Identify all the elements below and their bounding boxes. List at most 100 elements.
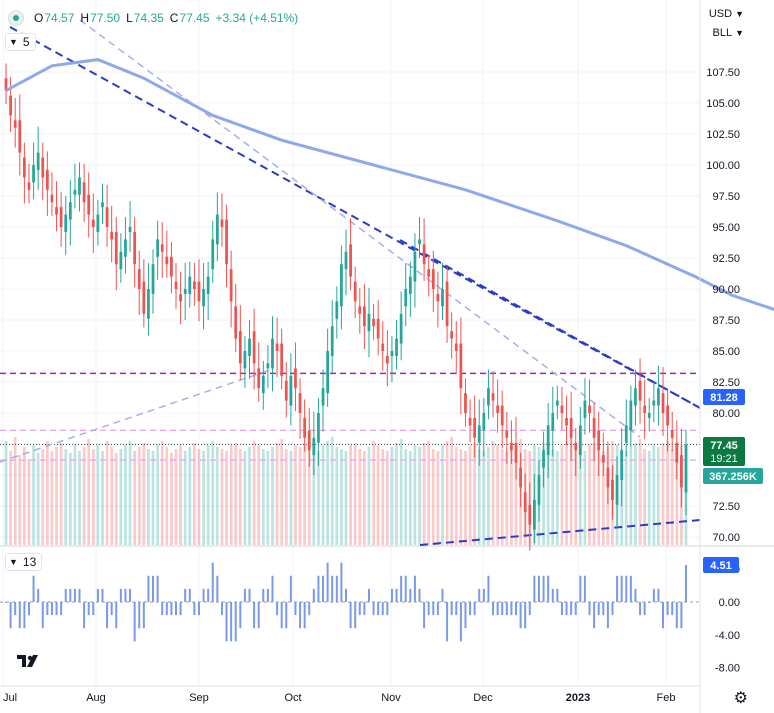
candle-body bbox=[385, 355, 389, 364]
oscillator-bar bbox=[662, 602, 665, 629]
oscillator-bar bbox=[32, 575, 35, 602]
lower-indicator-toggle[interactable]: ▼ 13 bbox=[5, 553, 43, 571]
unit-label: BLL bbox=[712, 27, 733, 39]
volume-bar bbox=[395, 443, 398, 545]
oscillator-bar bbox=[556, 588, 559, 602]
oscillator-bar bbox=[262, 588, 265, 602]
chevron-down-icon: ▼ bbox=[9, 557, 18, 567]
candle-body bbox=[473, 417, 477, 438]
volume-bar bbox=[597, 449, 601, 545]
oscillator-bar bbox=[625, 575, 628, 602]
oscillator-bar bbox=[248, 588, 251, 602]
oscillator-bar bbox=[588, 602, 591, 616]
volume-bar bbox=[220, 449, 224, 545]
volume-bar bbox=[165, 447, 169, 545]
gear-icon[interactable]: ⚙ bbox=[733, 690, 748, 707]
candle-body bbox=[441, 289, 444, 307]
oscillator-bar bbox=[680, 602, 683, 629]
candle-body bbox=[55, 207, 58, 215]
oscillator-bar bbox=[657, 588, 660, 602]
volume-bar bbox=[422, 443, 426, 545]
candle-body bbox=[206, 276, 210, 294]
rising-trendline bbox=[0, 369, 271, 463]
candle-body bbox=[114, 231, 118, 265]
volume-bar bbox=[151, 451, 155, 545]
oscillator-bar bbox=[432, 602, 435, 616]
ma-badge-text: 81.28 bbox=[710, 392, 738, 404]
oscillator-bar bbox=[18, 602, 21, 629]
volume-bar bbox=[560, 445, 564, 545]
candle-body bbox=[87, 194, 91, 215]
oscillator-axis[interactable]: 4.000.00-4.00-8.00 bbox=[715, 564, 740, 674]
oscillator-bar bbox=[510, 602, 513, 616]
volume-bar bbox=[294, 445, 297, 545]
candle-body bbox=[569, 417, 573, 438]
oscillator-bar bbox=[147, 575, 150, 602]
volume-bar bbox=[592, 443, 596, 545]
candle-body bbox=[551, 413, 555, 431]
candle-body bbox=[45, 169, 49, 190]
volume-bar bbox=[252, 441, 256, 545]
candle-body bbox=[611, 479, 614, 500]
candle-body bbox=[23, 157, 26, 178]
candle-body bbox=[41, 157, 45, 178]
indicator-badge bbox=[703, 557, 739, 573]
oscillator-bar bbox=[597, 602, 600, 616]
candle-body bbox=[321, 388, 325, 406]
candles bbox=[4, 63, 688, 551]
candle-body bbox=[381, 343, 385, 351]
candle-body bbox=[165, 256, 169, 265]
volume-bar bbox=[376, 445, 380, 545]
volume-bar bbox=[23, 447, 26, 545]
oscillator-bar bbox=[560, 602, 563, 616]
candle-body bbox=[482, 413, 486, 431]
unit-selector[interactable]: BLL ▼ bbox=[713, 27, 745, 39]
y-tick-label: 70.00 bbox=[712, 532, 740, 544]
volume-bar bbox=[284, 449, 288, 545]
currency-selector[interactable]: USD ▼ bbox=[709, 8, 744, 20]
volume-bar bbox=[4, 441, 8, 545]
oscillator-bar bbox=[193, 602, 196, 616]
volume-bar bbox=[385, 451, 389, 545]
moving-average-line bbox=[5, 58, 774, 311]
oscillator-bar bbox=[533, 575, 536, 602]
chevron-down-icon: ▼ bbox=[735, 9, 744, 19]
volume-bar bbox=[565, 441, 568, 545]
time-axis[interactable]: Jul Aug Sep Oct Nov Dec 2023 Feb bbox=[0, 685, 700, 704]
oscillator-bar bbox=[570, 602, 573, 616]
candle-body bbox=[367, 313, 371, 332]
volume-bar bbox=[459, 449, 463, 545]
oscillator-bar bbox=[119, 588, 122, 602]
oscillator-bar bbox=[280, 602, 283, 629]
candle-body bbox=[349, 244, 352, 277]
oscillator-bar bbox=[524, 602, 527, 629]
oscillator-bar bbox=[69, 588, 72, 602]
volume-bar bbox=[101, 451, 104, 545]
volume-bar bbox=[335, 447, 339, 545]
volume-bar bbox=[666, 441, 669, 545]
oscillator-bar bbox=[322, 575, 325, 602]
volume-bar bbox=[78, 451, 81, 545]
candle-body bbox=[487, 388, 490, 406]
moving-average bbox=[5, 58, 774, 311]
main-indicator-toggle[interactable]: ▼ 5 bbox=[5, 33, 36, 51]
volume-bar bbox=[303, 443, 307, 545]
volume-bar bbox=[601, 451, 605, 545]
oscillator-bar bbox=[634, 588, 637, 602]
oscillator-bar bbox=[152, 575, 155, 602]
oscillator-bar bbox=[358, 602, 361, 616]
candle-body bbox=[280, 343, 284, 376]
candle-body bbox=[220, 219, 224, 227]
grid-lines bbox=[0, 0, 774, 686]
candle-body bbox=[450, 331, 454, 339]
oscillator-bar bbox=[501, 602, 504, 616]
volume-bar bbox=[188, 447, 192, 545]
tradingview-logo-icon[interactable] bbox=[17, 653, 41, 669]
volume-bar bbox=[496, 445, 499, 545]
volume-bar bbox=[179, 445, 182, 545]
candle-body bbox=[234, 306, 238, 339]
candle-body bbox=[335, 301, 339, 319]
candle-body bbox=[252, 331, 256, 364]
x-tick-label: Nov bbox=[381, 692, 401, 704]
